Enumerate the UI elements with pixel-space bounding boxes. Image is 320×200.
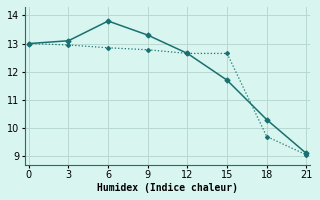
X-axis label: Humidex (Indice chaleur): Humidex (Indice chaleur) (97, 183, 238, 193)
